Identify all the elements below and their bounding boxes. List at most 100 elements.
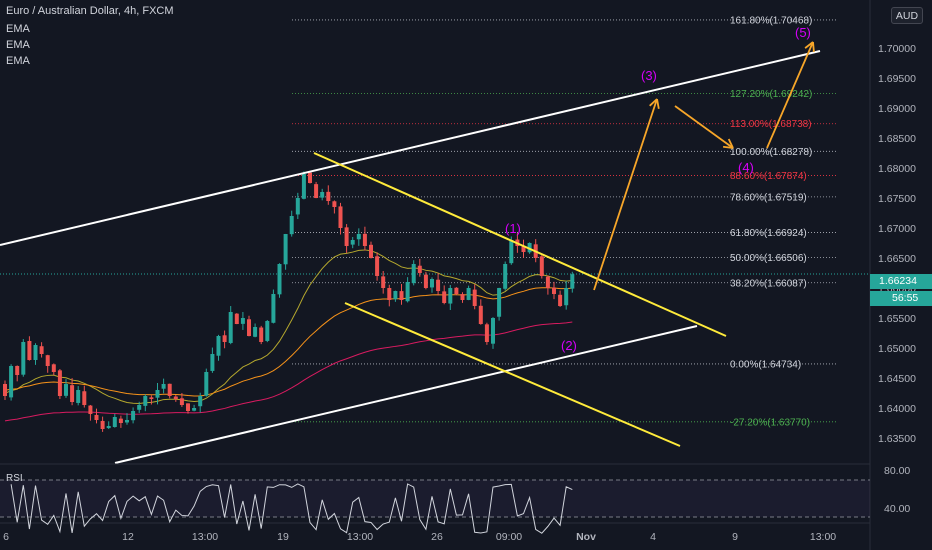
candle-body xyxy=(430,279,434,288)
candle-body xyxy=(21,342,26,375)
candle-body xyxy=(149,397,154,399)
y-tick-label: 1.65500 xyxy=(878,313,916,325)
candle-body xyxy=(417,265,422,273)
wave-label[interactable]: (3) xyxy=(641,68,657,83)
candle-body xyxy=(271,294,276,323)
symbol-title: Euro / Australian Dollar, 4h, FXCM xyxy=(6,5,174,17)
fib-level-label: 78.60%(1.67519) xyxy=(730,192,807,203)
candle-body xyxy=(216,336,221,356)
candle-body xyxy=(436,279,441,291)
candle-body xyxy=(247,319,251,336)
candle-body xyxy=(179,398,184,405)
candle-body xyxy=(521,246,526,252)
candle-body xyxy=(253,327,258,337)
indicator-ema-1[interactable]: EMA xyxy=(6,23,30,35)
candle-body xyxy=(326,191,331,201)
candle-body xyxy=(466,288,471,300)
candle-body xyxy=(283,234,288,265)
candle-body xyxy=(15,365,20,375)
candle-body xyxy=(497,288,502,317)
arrow-head xyxy=(656,98,660,109)
y-tick-label: 1.67000 xyxy=(878,223,916,235)
candle-body xyxy=(399,291,404,300)
candle-body xyxy=(70,385,75,402)
candle-body xyxy=(478,305,483,324)
rsi-axis-label: 40.00 xyxy=(884,503,910,515)
candle-body xyxy=(228,312,233,343)
candle-timer: 56:55 xyxy=(870,291,932,306)
ema-line xyxy=(4,287,573,397)
candle-body xyxy=(173,396,178,399)
candle-body xyxy=(344,227,349,246)
candle-body xyxy=(131,411,136,421)
rsi-title: RSI xyxy=(6,473,23,484)
current-price-label: 1.66234 xyxy=(870,274,932,289)
x-tick-label: 9 xyxy=(732,531,738,543)
indicator-ema-2[interactable]: EMA xyxy=(6,39,30,51)
fib-level-label: 100.00%(1.68278) xyxy=(730,147,812,158)
candle-body xyxy=(125,420,129,423)
channel-upper-line[interactable] xyxy=(0,50,821,246)
rsi-line xyxy=(10,483,573,534)
indicator-ema-3[interactable]: EMA xyxy=(6,55,30,67)
candle-body xyxy=(320,192,325,198)
x-tick-label: 13:00 xyxy=(810,531,836,543)
x-tick-label: 19 xyxy=(277,531,289,543)
candle-body xyxy=(448,288,453,304)
candle-body xyxy=(82,391,87,405)
candle-body xyxy=(51,364,56,372)
candle-body xyxy=(112,417,117,427)
y-tick-label: 1.64000 xyxy=(878,403,916,415)
candle-body xyxy=(356,234,361,240)
fib-level-label: 127.20%(1.69242) xyxy=(730,89,812,100)
projection-arrow[interactable] xyxy=(674,105,734,149)
candle-body xyxy=(442,291,447,303)
wave-label[interactable]: (1) xyxy=(505,221,521,236)
candle-body xyxy=(460,294,465,300)
ema-line xyxy=(4,321,573,422)
currency-button[interactable]: AUD xyxy=(891,7,923,24)
projection-arrow[interactable] xyxy=(593,98,658,291)
y-tick-label: 1.70000 xyxy=(878,43,916,55)
arrow-head xyxy=(812,41,815,53)
wedge-upper-line[interactable] xyxy=(313,152,727,337)
projection-arrow[interactable] xyxy=(766,41,814,149)
candle-body xyxy=(198,396,203,407)
candle-body xyxy=(88,405,93,414)
candle-body xyxy=(186,403,190,411)
fib-level-label: 50.00%(1.66506) xyxy=(730,253,807,264)
x-tick-label: 6 xyxy=(3,531,9,543)
rsi-axis-label: 80.00 xyxy=(884,465,910,477)
candle-body xyxy=(491,318,495,344)
candle-body xyxy=(3,384,7,396)
candle-body xyxy=(167,383,172,396)
candle-body xyxy=(143,396,148,406)
candle-body xyxy=(94,414,99,420)
wave-label[interactable]: (5) xyxy=(795,25,811,40)
candle-body xyxy=(100,420,105,429)
candle-body xyxy=(27,340,32,360)
candle-body xyxy=(314,184,319,198)
candle-body xyxy=(106,426,111,429)
fib-level-label: 88.60%(1.67874) xyxy=(730,171,807,182)
candle-body xyxy=(375,256,380,276)
x-tick-label: 12 xyxy=(122,531,134,543)
candle-body xyxy=(289,216,294,235)
candle-body xyxy=(308,172,312,183)
wedge-lower-line[interactable] xyxy=(344,302,681,447)
channel-lower-line[interactable] xyxy=(114,325,698,464)
candle-body xyxy=(240,318,245,324)
y-tick-label: 1.69000 xyxy=(878,103,916,115)
wave-label[interactable]: (2) xyxy=(561,338,577,353)
candle-body xyxy=(558,294,563,306)
candle-body xyxy=(295,198,300,215)
candle-body xyxy=(570,274,575,289)
wave-label[interactable]: (4) xyxy=(738,160,754,175)
candle-body xyxy=(423,274,428,288)
candle-body xyxy=(234,313,239,324)
fib-level-label: 113.00%(1.68738) xyxy=(730,119,812,130)
x-tick-label: Nov xyxy=(576,531,596,543)
candle-body xyxy=(118,418,123,423)
candle-body xyxy=(161,384,166,389)
